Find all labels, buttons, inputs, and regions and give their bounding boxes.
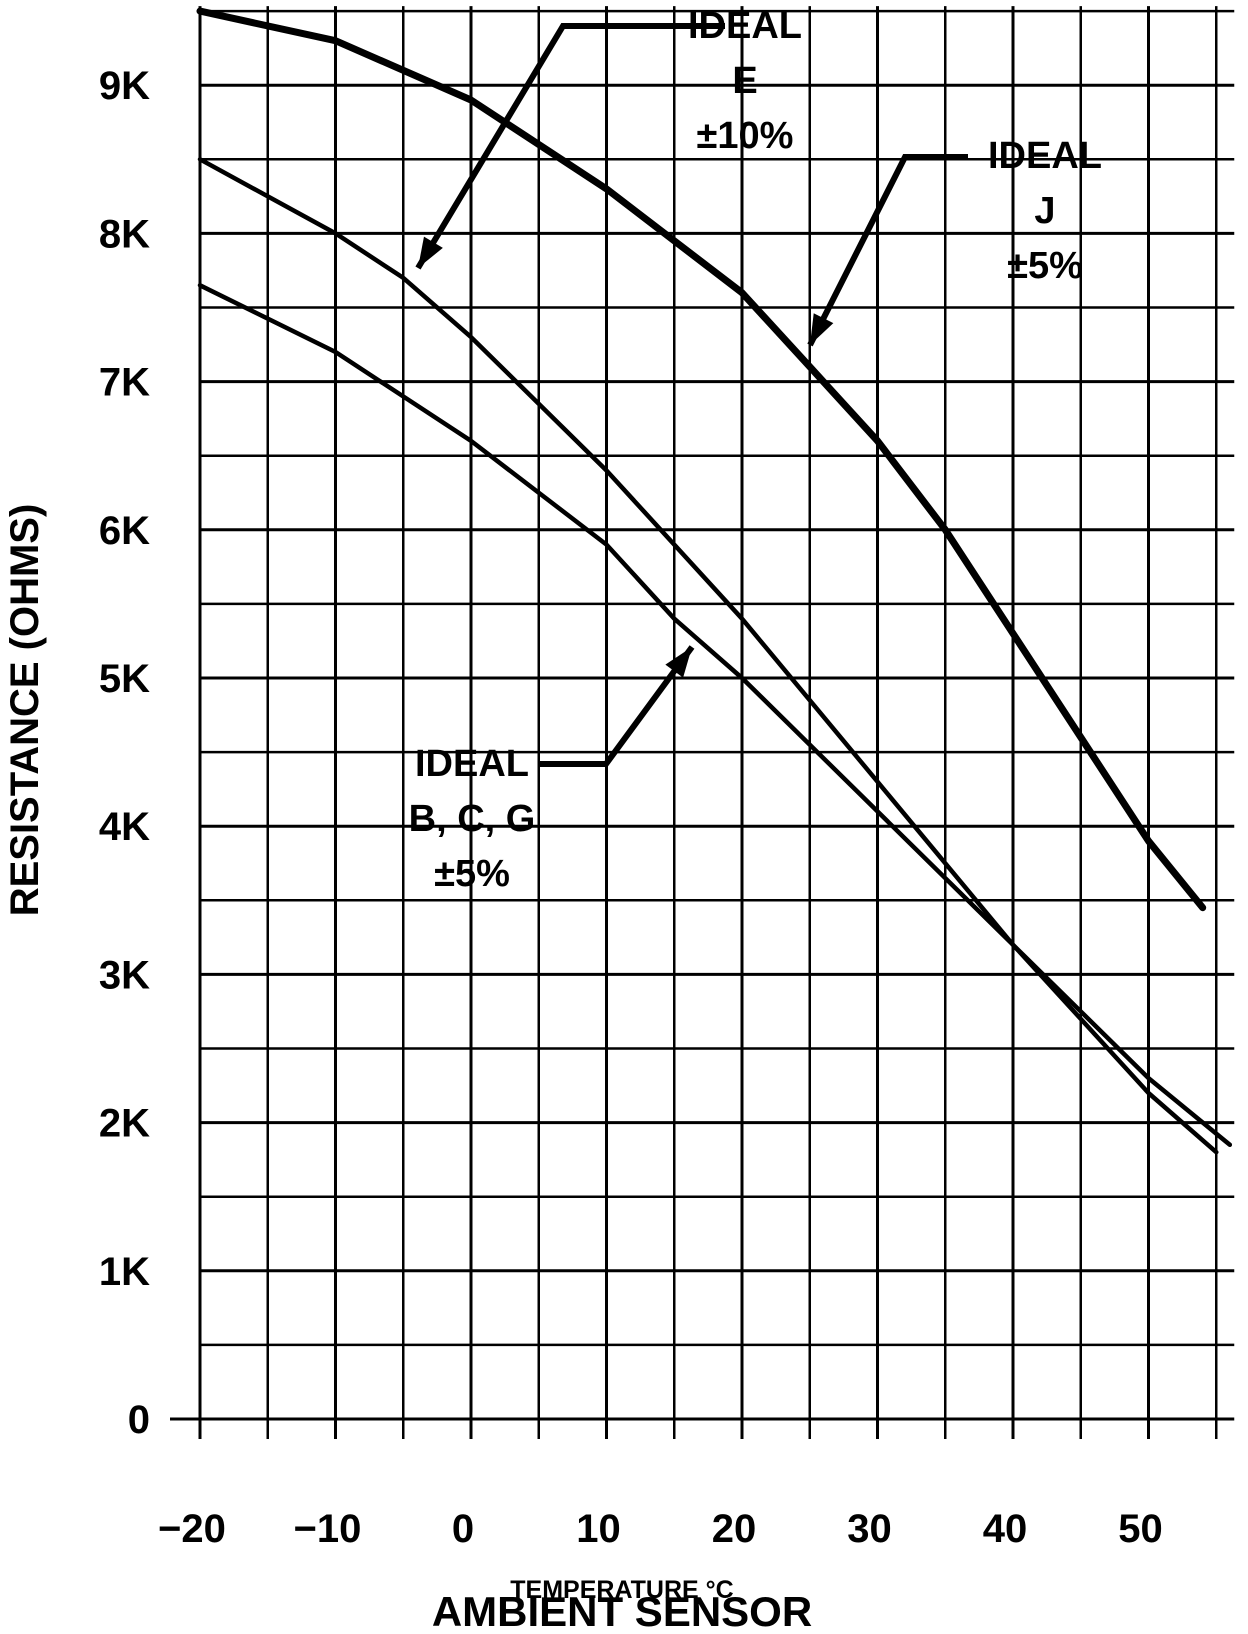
y-tick-label: 3K xyxy=(99,953,150,997)
annotation-text: J xyxy=(1034,190,1055,232)
x-tick-label: 0 xyxy=(452,1507,474,1551)
y-tick-label: 5K xyxy=(99,657,150,701)
annotation-text: B, C, G xyxy=(409,798,536,840)
y-tick-label: 2K xyxy=(99,1102,150,1146)
y-tick-label: 0 xyxy=(128,1398,150,1442)
annotation-text: ±5% xyxy=(434,853,510,895)
series-line-3 xyxy=(197,283,1233,1148)
x-tick-label: −20 xyxy=(158,1507,226,1551)
annotation-arrow xyxy=(538,645,695,767)
series-lines xyxy=(196,7,1233,1155)
annotation-text: IDEAL xyxy=(688,5,802,47)
annotation-text: ±10% xyxy=(697,115,794,157)
x-tick-label: 40 xyxy=(983,1507,1028,1551)
annotation-text: IDEAL xyxy=(415,743,529,785)
grid-lines xyxy=(170,6,1235,1439)
y-tick-labels: 0 1K 2K 3K 4K 5K 6K 7K 8K 9K xyxy=(99,64,150,1442)
x-tick-label: 10 xyxy=(576,1507,621,1551)
series-line-1 xyxy=(196,7,1207,912)
y-tick-label: 7K xyxy=(99,361,150,405)
annotation-text: ±5% xyxy=(1007,245,1083,287)
x-tick-labels: −20 −10 0 10 20 30 40 50 xyxy=(158,1507,1163,1551)
x-tick-label: −10 xyxy=(294,1507,362,1551)
x-axis-label: TEMPERATURE °C xyxy=(510,1576,733,1604)
y-tick-label: 4K xyxy=(99,805,150,849)
annotation-arrows xyxy=(415,23,968,767)
annotation-arrow xyxy=(807,154,968,347)
arrow-head xyxy=(810,313,834,345)
annotation-labels: IDEAL E ±10% IDEAL J ±5% IDEAL B, C, G ±5% xyxy=(409,5,1102,895)
y-tick-label: 1K xyxy=(99,1250,150,1294)
arrow-head xyxy=(665,647,692,678)
y-tick-label: 8K xyxy=(99,212,150,256)
chart-title: AMBIENT SENSOR xyxy=(432,1588,812,1634)
annotation-arrow xyxy=(415,23,725,270)
annotation-text: IDEAL xyxy=(988,135,1102,177)
y-axis-label: RESISTANCE (OHMS) xyxy=(3,504,47,917)
annotation-text: E xyxy=(732,60,757,102)
x-tick-label: 50 xyxy=(1118,1507,1163,1551)
arrow-head xyxy=(418,236,443,268)
series-line-2 xyxy=(197,157,1219,1155)
x-tick-label: 20 xyxy=(712,1507,757,1551)
y-tick-label: 6K xyxy=(99,509,150,553)
y-tick-label: 9K xyxy=(99,64,150,108)
x-tick-label: 30 xyxy=(847,1507,892,1551)
